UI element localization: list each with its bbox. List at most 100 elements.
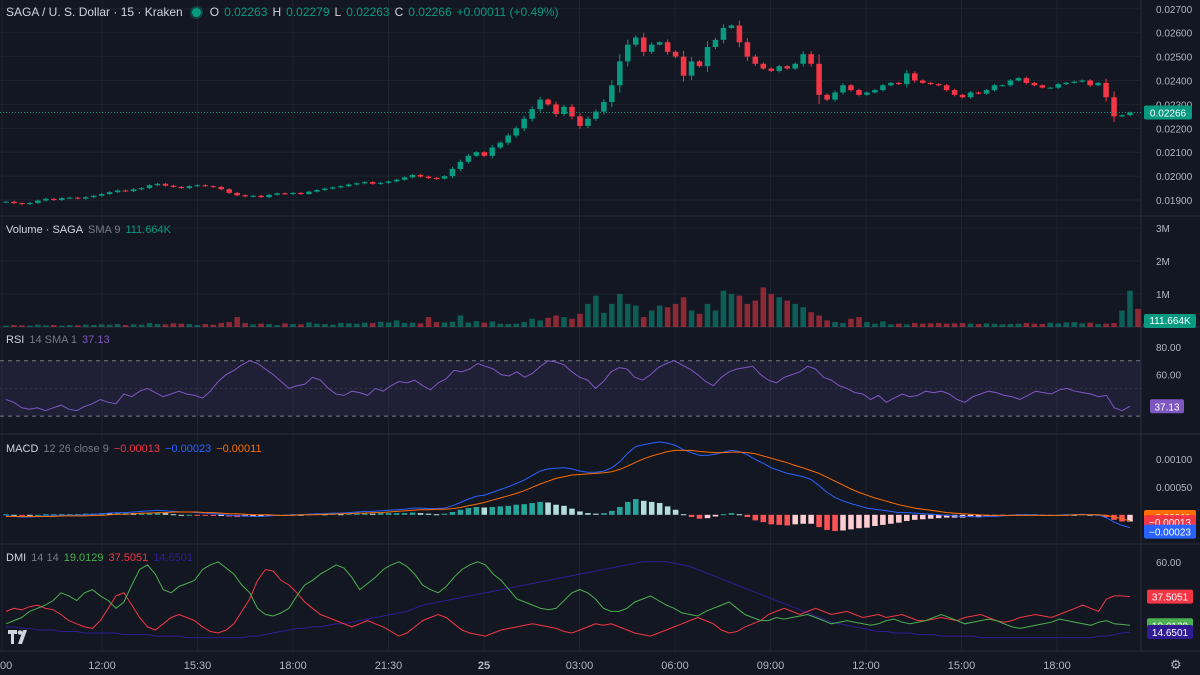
macd-histogram-bar[interactable] <box>35 514 41 516</box>
volume-bar[interactable] <box>664 307 671 327</box>
candle[interactable] <box>218 186 225 190</box>
macd-histogram-bar[interactable] <box>967 514 974 518</box>
rsi-pane[interactable] <box>0 360 1141 417</box>
macd-histogram-bar[interactable] <box>146 512 153 515</box>
volume-bar[interactable] <box>122 325 129 327</box>
macd-histogram-bar[interactable] <box>632 499 639 515</box>
candle[interactable] <box>114 190 121 193</box>
volume-legend-title[interactable]: Volume · SAGA <box>6 224 84 236</box>
volume-bar[interactable] <box>473 321 480 327</box>
volume-bar[interactable] <box>983 323 990 327</box>
candle[interactable] <box>768 68 775 71</box>
candle[interactable] <box>521 118 527 129</box>
volume-bar[interactable] <box>935 323 942 327</box>
macd-histogram-bar[interactable] <box>537 501 543 515</box>
volume-bar[interactable] <box>880 321 886 327</box>
volume-bar[interactable] <box>840 323 846 327</box>
candle[interactable] <box>409 174 416 178</box>
candle[interactable] <box>274 193 280 195</box>
macd-histogram-bar[interactable] <box>601 513 607 515</box>
volume-bar[interactable] <box>505 324 511 327</box>
macd-histogram-bar[interactable] <box>505 505 511 515</box>
candle[interactable] <box>1127 112 1133 116</box>
candle[interactable] <box>497 142 504 148</box>
volume-bar[interactable] <box>776 297 783 327</box>
volume-bar[interactable] <box>409 322 416 327</box>
volume-bar[interactable] <box>393 320 400 327</box>
candle[interactable] <box>417 174 424 177</box>
candle[interactable] <box>943 85 950 91</box>
volume-bar[interactable] <box>999 324 1006 327</box>
volume-bar[interactable] <box>943 323 950 327</box>
candle[interactable] <box>951 90 958 95</box>
volume-bar[interactable] <box>648 310 655 328</box>
candle[interactable] <box>664 42 671 52</box>
volume-bar[interactable] <box>170 323 177 327</box>
candle[interactable] <box>1119 115 1125 117</box>
volume-bar[interactable] <box>146 323 153 327</box>
volume-bar[interactable] <box>537 320 543 327</box>
candle[interactable] <box>967 92 974 98</box>
volume-bar[interactable] <box>1039 324 1046 327</box>
volume-bar[interactable] <box>274 325 280 327</box>
candle[interactable] <box>489 147 496 156</box>
volume-bar[interactable] <box>1103 323 1109 327</box>
volume-bar[interactable] <box>401 323 408 327</box>
candle[interactable] <box>680 56 687 76</box>
volume-bar[interactable] <box>114 324 121 327</box>
macd-histogram-bar[interactable] <box>553 504 559 515</box>
macd-histogram-bar[interactable] <box>656 503 663 515</box>
candle[interactable] <box>648 44 655 52</box>
macd-histogram-bar[interactable] <box>1119 514 1125 522</box>
volume-bar[interactable] <box>433 322 440 327</box>
candle[interactable] <box>250 195 256 197</box>
volume-bar[interactable] <box>27 325 33 327</box>
candle[interactable] <box>752 56 759 64</box>
candle[interactable] <box>154 183 161 186</box>
candle[interactable] <box>553 104 559 114</box>
macd-histogram-bar[interactable] <box>704 514 711 519</box>
macd-histogram-bar[interactable] <box>449 512 456 515</box>
macd-histogram-bar[interactable] <box>346 513 352 515</box>
volume-bar[interactable] <box>154 324 161 327</box>
macd-histogram-bar[interactable] <box>832 514 838 532</box>
volume-bar[interactable] <box>218 323 225 327</box>
volume-bar[interactable] <box>186 324 193 327</box>
volume-bar[interactable] <box>1047 322 1054 327</box>
macd-histogram-bar[interactable] <box>561 505 567 515</box>
macd-histogram-bar[interactable] <box>441 513 448 515</box>
macd-histogram-bar[interactable] <box>720 514 727 516</box>
volume-bar[interactable] <box>234 317 240 327</box>
volume-bar[interactable] <box>848 318 854 327</box>
volume-bar[interactable] <box>768 294 775 327</box>
volume-bar[interactable] <box>1119 310 1125 328</box>
volume-bar[interactable] <box>808 312 814 327</box>
candle[interactable] <box>369 182 376 184</box>
macd-histogram-bar[interactable] <box>593 513 599 515</box>
candle[interactable] <box>138 188 145 190</box>
candle[interactable] <box>290 192 296 195</box>
volume-bar[interactable] <box>680 297 687 327</box>
candle[interactable] <box>1007 80 1014 86</box>
volume-bar[interactable] <box>712 310 719 328</box>
volume-bar[interactable] <box>640 317 647 327</box>
macd-histogram-bar[interactable] <box>848 514 854 530</box>
macd-histogram-bar[interactable] <box>369 513 376 515</box>
volume-bar[interactable] <box>441 322 448 327</box>
macd-histogram-bar[interactable] <box>1127 514 1133 522</box>
macd-histogram-bar[interactable] <box>465 508 472 515</box>
candle[interactable] <box>465 155 472 162</box>
volume-bar[interactable] <box>688 310 695 328</box>
volume-bar[interactable] <box>298 324 304 327</box>
volume-bar[interactable] <box>353 323 360 327</box>
volume-bar[interactable] <box>744 303 751 327</box>
candle[interactable] <box>1055 84 1062 88</box>
volume-bar[interactable] <box>864 322 870 327</box>
volume-bar[interactable] <box>752 300 759 327</box>
volume-bar[interactable] <box>951 323 958 327</box>
dmi-minus-line[interactable] <box>5 568 1131 637</box>
candle[interactable] <box>1087 80 1093 86</box>
macd-histogram-bar[interactable] <box>880 514 886 525</box>
macd-histogram-bar[interactable] <box>258 514 264 517</box>
tradingview-logo-icon[interactable] <box>8 630 30 644</box>
